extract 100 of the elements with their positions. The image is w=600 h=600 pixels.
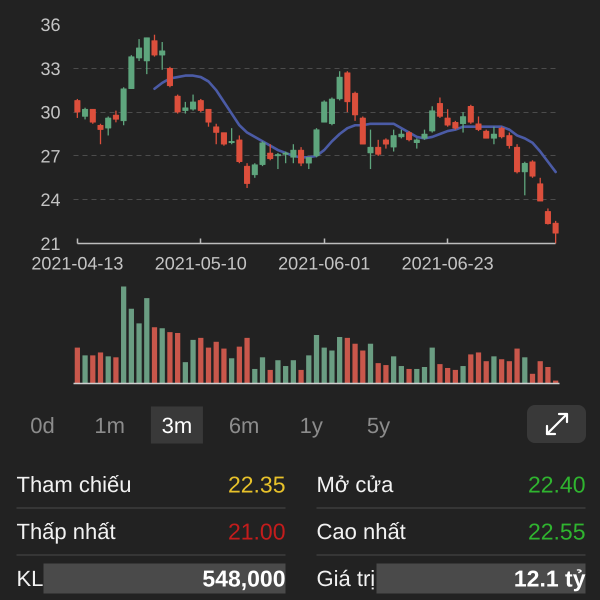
bar [283,366,288,384]
text: 12.1 tỷ [514,566,586,592]
bar [538,361,543,384]
bar [484,361,489,384]
candlestick [475,116,482,132]
bar [106,356,111,384]
bar [144,298,150,384]
bar [290,360,296,384]
bar [229,358,234,384]
candlestick [306,156,312,170]
bar [344,338,350,384]
bar [236,346,242,384]
bar [182,362,188,384]
candlestick [490,126,497,145]
bar [460,366,466,384]
candlestick [236,134,242,164]
candlestick [414,138,420,150]
candlestick [390,128,397,152]
bar [506,361,512,384]
category-label: KL [16,566,44,591]
bar [422,367,428,384]
category-label: 1m [94,413,125,438]
category-label: 5y [366,413,390,438]
bar [314,335,320,384]
x-tick-label: 2021-06-23 [402,254,494,274]
bar [337,336,342,384]
bar [121,286,126,384]
category-label: Mở cửa [316,472,394,497]
candlestick [159,41,166,70]
bar [398,366,404,384]
category-label: Cao nhất [316,519,406,544]
category-label: Giá trị [316,566,376,591]
bar [452,370,458,384]
bar [298,370,304,384]
bar [244,338,250,384]
bar [322,348,327,384]
candlestick [429,106,436,134]
y-tick-label: 27 [40,146,61,166]
candlestick [174,94,181,114]
bar [437,364,443,384]
category-label: Tham chiếu [16,472,132,497]
text: 548,000 [202,566,286,592]
bar [430,348,435,384]
y-tick-label: 30 [40,102,61,123]
category-label: 1y [300,413,323,438]
candlestick [421,128,428,140]
candlestick [444,108,451,128]
bar [268,370,273,384]
candlestick [244,162,250,189]
candlestick [112,110,119,123]
bar [190,340,196,384]
candlestick [97,123,104,145]
bar [167,332,173,384]
category-label: 6m [228,413,260,438]
candlestick [522,161,528,196]
candlestick [375,139,382,157]
bar [98,352,104,384]
bar [376,363,381,384]
candlestick [382,138,389,150]
bar [136,323,142,384]
bar [522,357,528,384]
y-tick-label: 33 [40,58,61,79]
text: 22.35 [228,472,286,498]
bar [329,350,335,384]
bar [175,333,180,384]
bar [491,356,497,384]
bar [445,368,450,384]
bar [468,354,474,384]
candlestick [529,160,536,178]
bar [414,368,420,384]
bar [113,357,119,384]
bar [360,350,366,384]
bar [545,367,551,384]
bar [476,352,482,384]
text: 21.00 [228,518,286,544]
candlestick [82,107,88,120]
candlestick [151,34,158,58]
candlestick [228,128,235,145]
bar [499,359,504,384]
bar [514,348,520,384]
category-label: 3m [162,413,192,438]
bar [152,327,158,384]
candlestick [460,111,466,134]
candlestick [506,132,512,150]
category-label: Thấp nhất [16,519,116,544]
bar [160,328,165,384]
line-series [153,74,557,174]
y-tick-label: 21 [40,234,61,254]
bar [221,348,227,384]
bar [90,355,96,384]
bar [260,357,266,384]
bar [553,380,558,384]
y-tick-label: 24 [40,190,61,210]
bar [82,355,88,384]
x-tick-label: 2021-06-01 [278,254,370,274]
candlestick [498,126,505,140]
candlestick [468,104,474,124]
candlestick [74,98,80,119]
candlestick [537,177,544,202]
candlestick [267,144,274,161]
